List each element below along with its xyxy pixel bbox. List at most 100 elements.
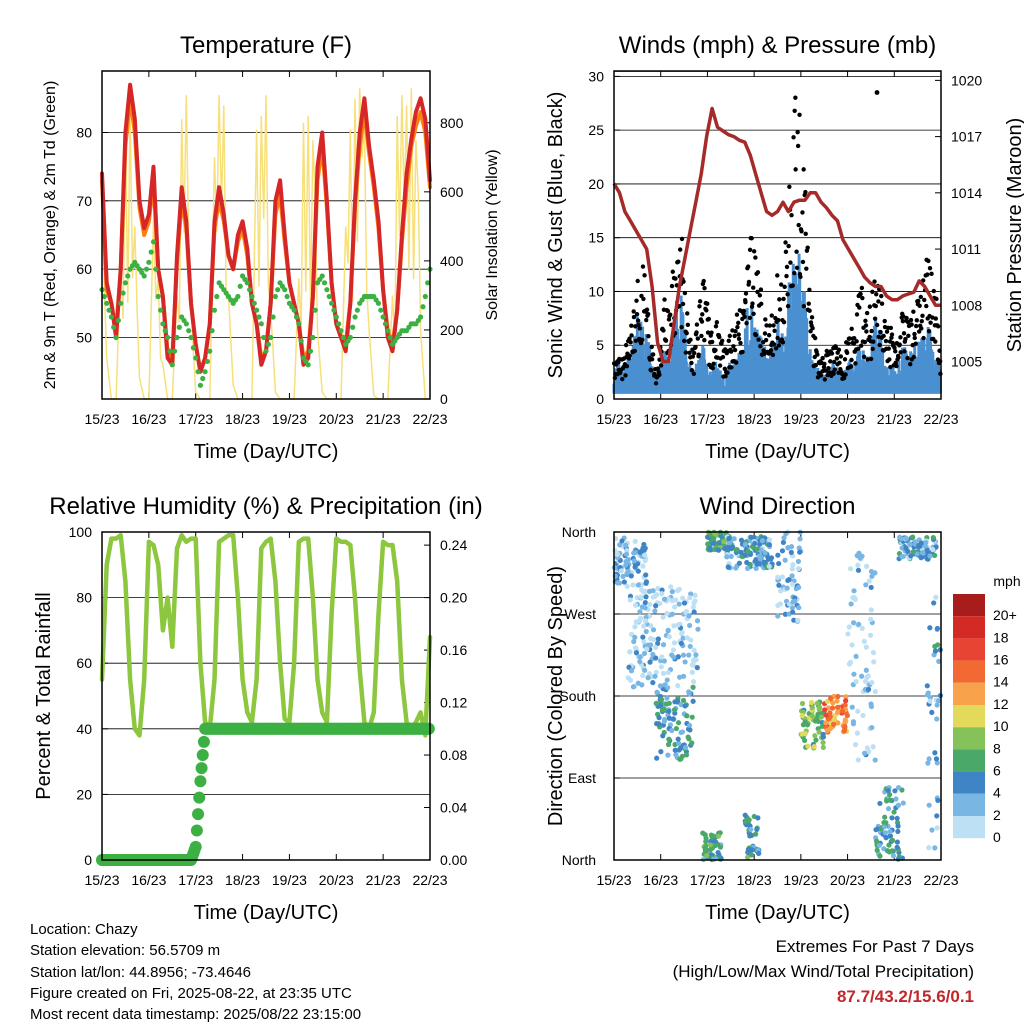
legend-swatch (953, 682, 985, 705)
direction-point (633, 619, 639, 625)
sonic-wind-series (612, 253, 942, 394)
x-tick-label: 19/23 (783, 872, 818, 888)
direction-point (925, 690, 931, 696)
legend-swatch (953, 705, 985, 728)
direction-point (655, 640, 661, 647)
direction-point (813, 737, 819, 743)
gust-point (929, 271, 934, 277)
direction-point (633, 650, 640, 656)
gust-point (883, 338, 889, 344)
direction-point (627, 597, 633, 603)
precip-series (96, 722, 435, 866)
dewpoint-point (331, 307, 337, 313)
x-tick-label: 17/23 (690, 872, 725, 888)
direction-point (647, 601, 653, 608)
panel-3: Relative Humidity (%) & Precipitation (i… (33, 493, 483, 924)
gust-point (829, 351, 835, 356)
direction-point (851, 588, 857, 594)
direction-point (675, 736, 681, 742)
direction-point (664, 610, 670, 616)
direction-point (623, 542, 629, 548)
dewpoint-point (249, 293, 255, 300)
legend-swatch (953, 816, 985, 839)
direction-point (700, 830, 706, 836)
panel-title: Temperature (F) (180, 32, 352, 59)
gust-point (901, 331, 907, 336)
gust-point (636, 322, 641, 328)
direction-point (671, 707, 678, 713)
direction-point (661, 706, 667, 712)
gust-point (781, 320, 787, 325)
direction-point (936, 698, 942, 704)
precip-point (192, 808, 205, 821)
dewpoint-point (312, 307, 318, 313)
station-info: Location: Chazy Station elevation: 56.57… (30, 919, 361, 1025)
dewpoint-point (104, 300, 110, 306)
direction-point (861, 750, 868, 756)
gust-point (713, 324, 719, 329)
direction-point (758, 547, 764, 553)
direction-point (856, 621, 862, 627)
direction-point (820, 731, 826, 737)
direction-point (715, 833, 722, 839)
direction-point (814, 700, 820, 706)
direction-point (650, 651, 656, 657)
x-tick-label: 17/23 (178, 411, 213, 427)
direction-point (675, 683, 681, 689)
direction-point (823, 720, 829, 726)
legend-label: 10 (993, 718, 1009, 734)
gust-point (705, 301, 710, 306)
gust-point (799, 229, 804, 234)
dewpoint-point (209, 328, 215, 334)
gust-point (767, 323, 772, 328)
dewpoint-point (235, 293, 241, 300)
legend-swatch (953, 638, 985, 661)
direction-point (903, 545, 909, 551)
direction-point (757, 556, 763, 562)
y2-tick-label: 1014 (951, 185, 982, 201)
dewpoint-point (183, 321, 189, 327)
direction-point (742, 812, 748, 818)
gust-point (804, 266, 809, 271)
dewpoint-point (263, 348, 269, 354)
gust-point (777, 297, 782, 302)
gust-point (676, 259, 681, 264)
direction-point (748, 852, 755, 858)
x-tick-label: 16/23 (643, 411, 678, 427)
direction-point (920, 549, 926, 556)
gust-point (926, 258, 931, 264)
gust-point (701, 278, 706, 284)
y2-tick-label: 800 (440, 115, 464, 131)
direction-point (927, 625, 933, 631)
gust-point (766, 333, 772, 338)
gust-point (682, 290, 688, 296)
gust-point (738, 340, 743, 346)
direction-point (736, 560, 743, 566)
direction-point (775, 552, 781, 558)
gust-point (635, 318, 641, 323)
direction-point (666, 736, 672, 742)
dewpoint-point (380, 314, 386, 320)
direction-point (895, 823, 901, 829)
gust-point (863, 318, 868, 324)
gust-point (889, 332, 895, 337)
gust-point (881, 333, 886, 339)
direction-point (853, 653, 859, 660)
direction-point (824, 727, 830, 734)
direction-point (710, 535, 716, 541)
direction-point (689, 714, 695, 720)
gust-point (870, 289, 875, 295)
gust-point (827, 370, 832, 375)
direction-point (933, 594, 939, 600)
y-tick-label: East (568, 770, 596, 786)
direction-point (640, 634, 646, 640)
dewpoint-point (298, 338, 304, 344)
direction-point (614, 551, 620, 557)
gust-point (756, 337, 761, 342)
gust-point (797, 112, 802, 117)
direction-point (796, 605, 802, 611)
direction-point (849, 642, 855, 648)
direction-point (650, 627, 657, 633)
dewpoint-point (422, 293, 428, 300)
